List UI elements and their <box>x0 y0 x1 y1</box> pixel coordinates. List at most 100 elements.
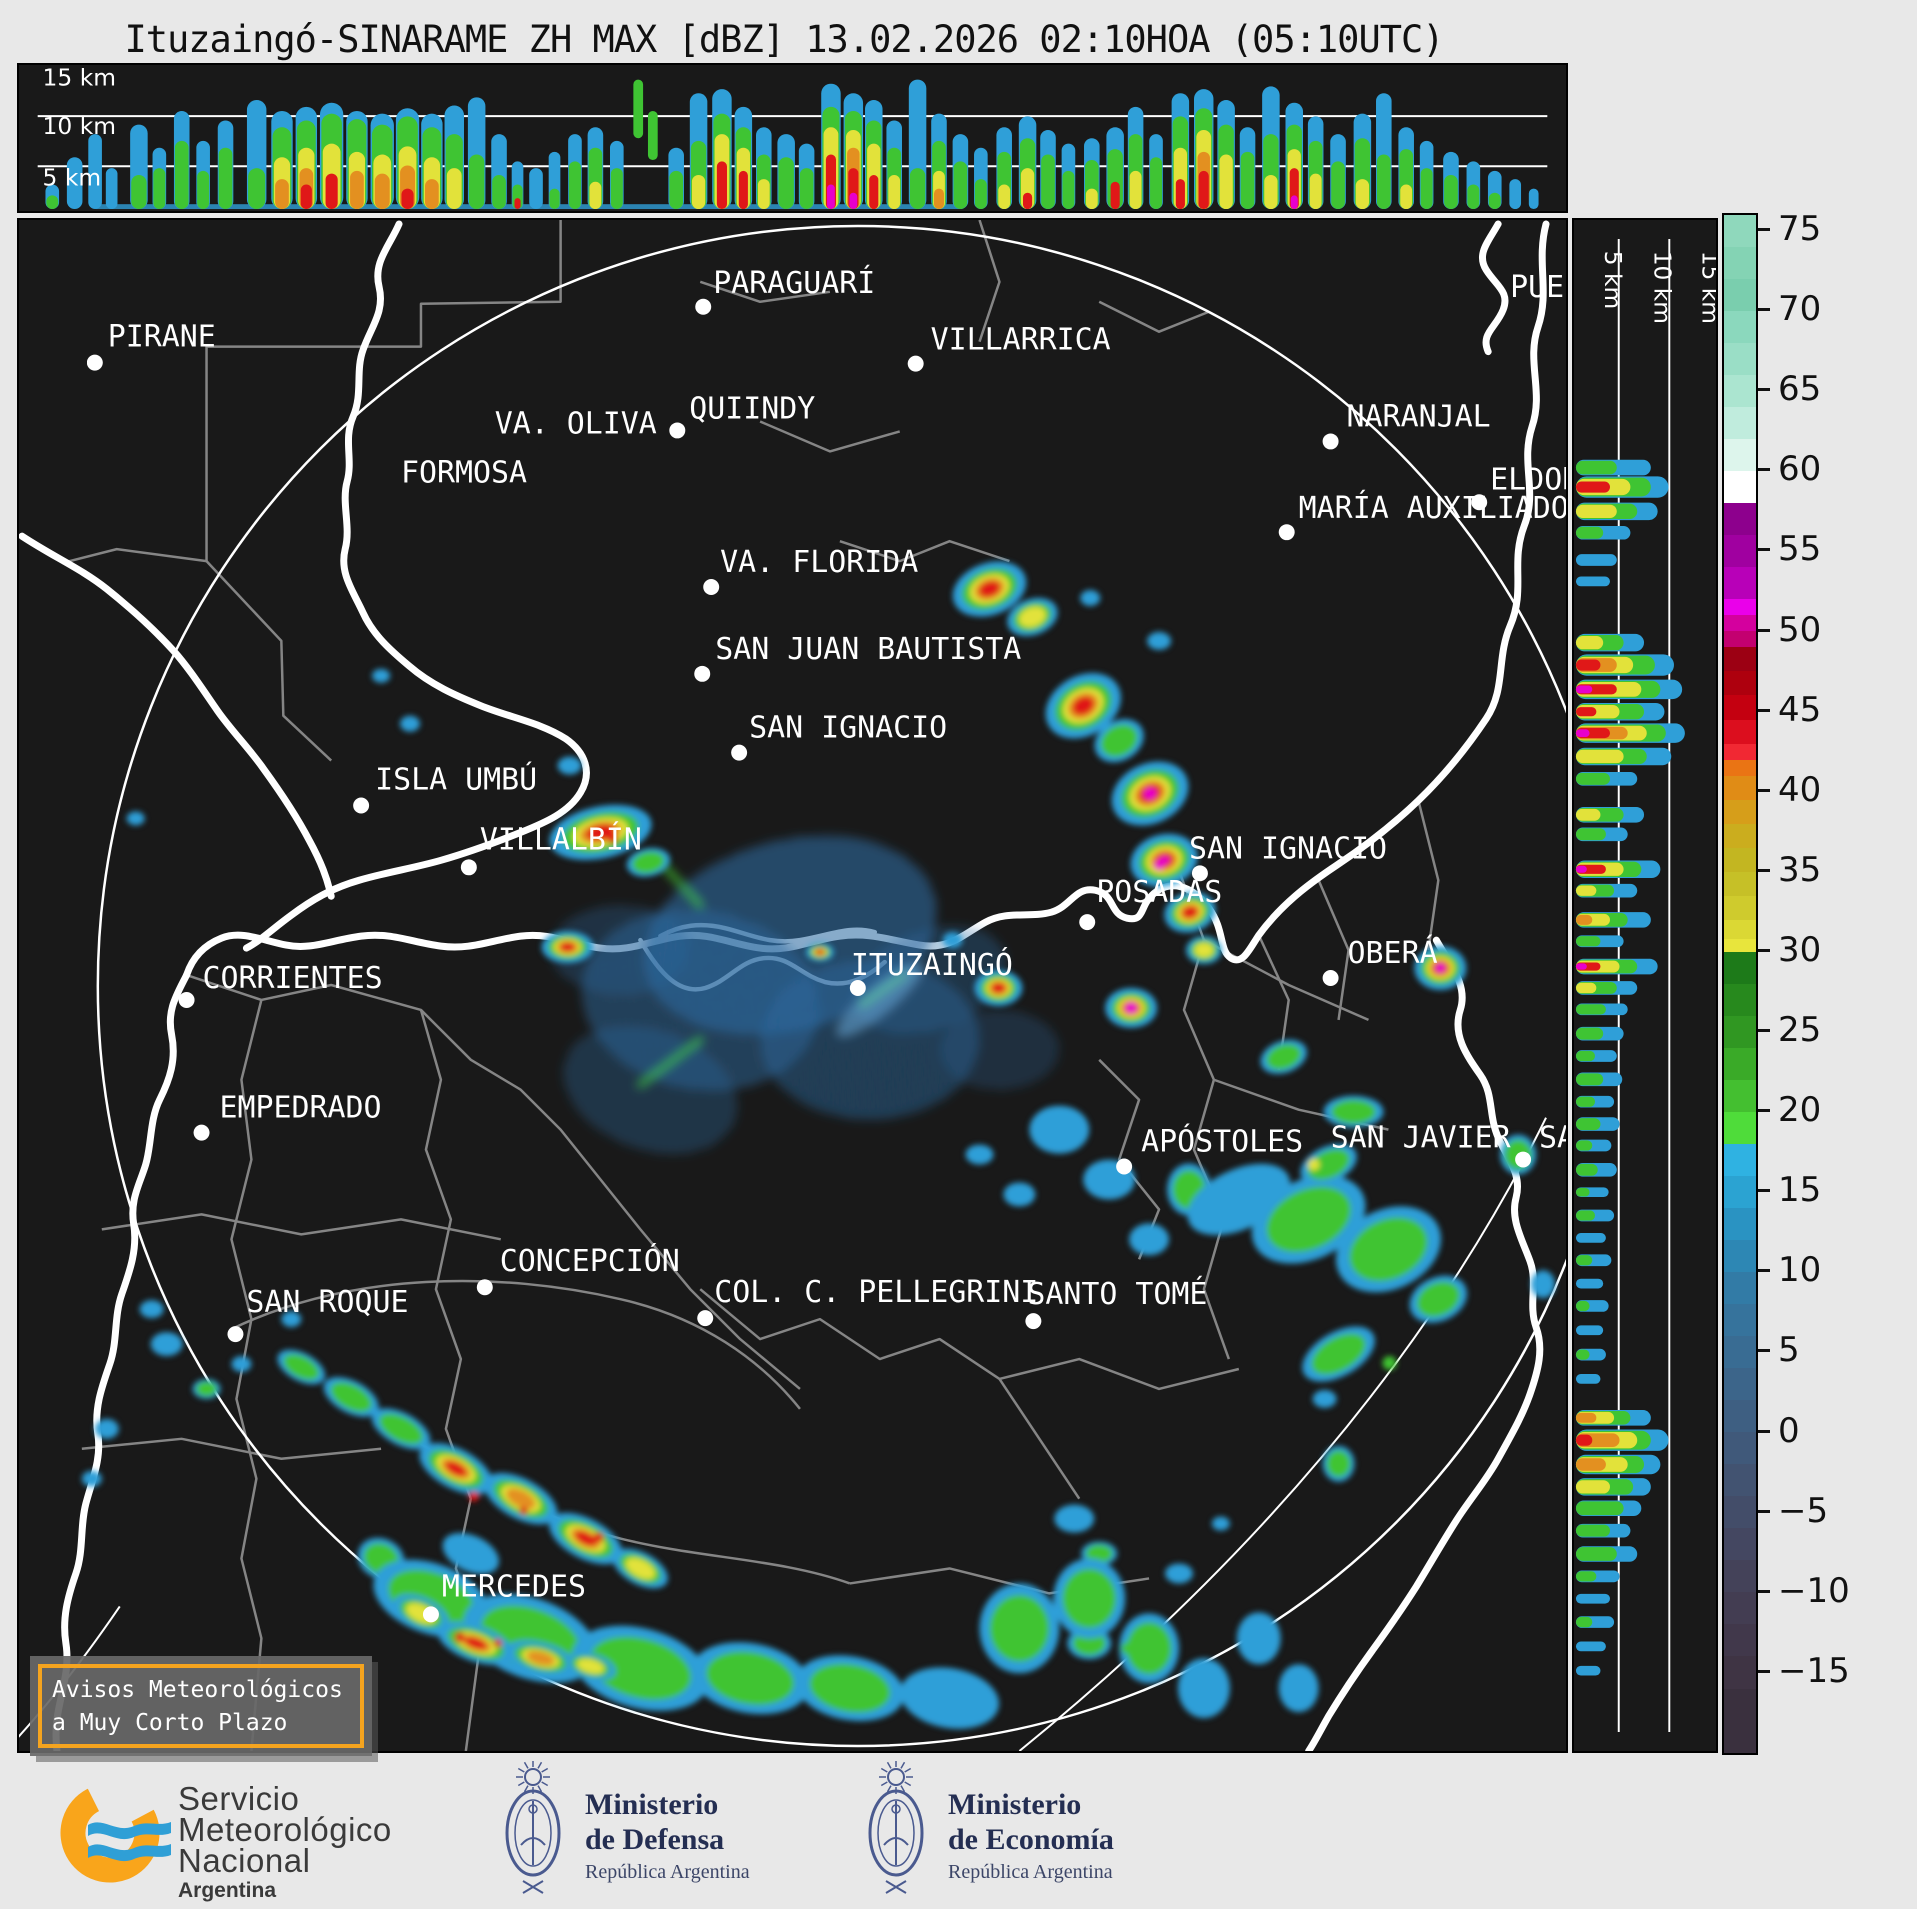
radar-map-panel: PARAGUARÍ PIRANE VILLARRICA QUIINDY VA. OLIV… <box>17 218 1568 1753</box>
echo-column <box>827 184 835 210</box>
storm-cell-layer <box>1126 1622 1172 1675</box>
echo-column <box>1023 192 1033 210</box>
colorbar-segment <box>1724 1208 1756 1241</box>
echo-column <box>248 168 266 210</box>
city-label: MERCEDES <box>442 1569 586 1604</box>
echo-column <box>1376 154 1391 210</box>
colorbar-segment <box>1724 1336 1756 1369</box>
echo-column <box>468 154 485 210</box>
echo-row <box>1575 1616 1593 1628</box>
storm-cell-layer <box>816 949 824 955</box>
city-label: NARANJAL <box>1347 399 1491 434</box>
echo-column <box>799 168 814 210</box>
storm-cell-layer <box>809 1663 891 1713</box>
storm-cell-layer <box>1307 1149 1350 1180</box>
arms-part <box>900 1761 906 1769</box>
colorbar-segment <box>1724 1176 1756 1209</box>
defensa-title-1: Ministerio <box>585 1788 719 1821</box>
colorbar-segment <box>1724 1368 1756 1401</box>
avisos-banner-frame: Avisos Meteorológicos a Muy Corto Plazo <box>38 1664 364 1748</box>
colorbar-segment <box>1724 1272 1756 1305</box>
colorbar-segment <box>1724 1464 1756 1497</box>
city-label: VILLARRICA <box>931 323 1111 358</box>
colorbar-segment <box>1724 375 1756 408</box>
echo-row <box>1575 1480 1610 1494</box>
admin-border <box>205 560 333 762</box>
storm-cell-layer <box>379 1413 423 1445</box>
echo-row <box>1575 828 1606 841</box>
echo-column <box>425 179 439 210</box>
altitude-axis-label: 10 km <box>1649 251 1677 324</box>
altitude-axis-label: 15 km <box>1696 251 1716 324</box>
storm-cell-core <box>1154 860 1165 871</box>
arms-part <box>880 1781 888 1787</box>
colorbar-segment <box>1724 631 1756 648</box>
city-label: SANTO TOMÉ <box>1027 1276 1207 1312</box>
avisos-line2: a Muy Corto Plazo <box>52 1710 288 1736</box>
echo-row <box>1575 772 1610 785</box>
colorbar-tick <box>1758 1509 1770 1513</box>
avisos-banner[interactable]: Avisos Meteorológicos a Muy Corto Plazo <box>30 1656 372 1756</box>
colorbar-tick <box>1758 308 1770 312</box>
echo-row <box>1575 1524 1610 1537</box>
echo-row <box>1575 707 1597 717</box>
storm-cell-layer <box>506 1488 536 1509</box>
storm-cell-layer <box>1165 1563 1193 1584</box>
city-label: QUIINDY <box>689 391 815 426</box>
city-dot <box>422 1606 439 1623</box>
echo-row <box>1575 1374 1601 1384</box>
arms-part <box>517 1781 525 1787</box>
echo-row <box>1575 1501 1624 1516</box>
colorbar-segment <box>1724 759 1756 776</box>
colorbar-segment <box>1724 1079 1756 1112</box>
storm-cell-layer <box>1312 1389 1337 1408</box>
echo-column <box>1488 192 1501 210</box>
echo-row <box>1575 1412 1597 1423</box>
echo-column <box>46 195 59 210</box>
storm-cell-layer <box>526 1651 555 1666</box>
echo-row <box>1575 1233 1606 1243</box>
storm-cell-layer <box>445 1461 467 1476</box>
city-label: CORRIENTES <box>203 961 383 996</box>
echo-column <box>1309 173 1322 210</box>
echo-row <box>1575 885 1597 896</box>
colorbar-tick-label: −5 <box>1778 1490 1829 1531</box>
arms-part <box>528 1804 538 1814</box>
admin-border <box>101 1213 502 1241</box>
echo-column <box>849 192 858 210</box>
river <box>19 532 335 900</box>
colorbar-tick <box>1758 548 1770 552</box>
city-dot <box>178 991 195 1008</box>
city-dot <box>1079 914 1096 931</box>
storm-cells <box>81 561 1556 1729</box>
altitude-axis-label: 15 km <box>43 65 116 91</box>
echo-row <box>1575 1187 1590 1197</box>
river <box>242 220 590 952</box>
echo-row <box>1575 1118 1601 1131</box>
storm-cell-layer <box>126 811 145 826</box>
echo-column <box>218 147 233 210</box>
city-label: ELDORADO <box>1490 462 1566 497</box>
echo-column <box>66 157 83 210</box>
echo-column <box>1467 184 1480 210</box>
colorbar-segment <box>1724 1304 1756 1337</box>
arms-part <box>541 1781 549 1787</box>
economia-title-1: Ministerio <box>948 1788 1082 1821</box>
colorbar-tick-label: −10 <box>1778 1570 1850 1611</box>
echo-row <box>1575 1665 1601 1676</box>
city-dot <box>703 579 720 596</box>
echo-row <box>1575 1349 1590 1360</box>
storm-cell-layer <box>1003 1182 1036 1207</box>
echo-column <box>401 188 414 210</box>
colorbar-tick-label: −15 <box>1778 1650 1850 1691</box>
echo-column <box>1129 170 1142 210</box>
colorbar-tick <box>1758 1189 1770 1193</box>
storm-cell-core <box>563 943 572 952</box>
storm-cell-layer <box>632 851 665 873</box>
storm-cell-layer <box>400 715 420 732</box>
echo-column <box>589 181 602 210</box>
colorbar-tick-label: 50 <box>1778 609 1822 650</box>
arms-part <box>517 1767 525 1773</box>
colorbar-segment <box>1724 1143 1756 1177</box>
echo-column <box>568 161 581 210</box>
